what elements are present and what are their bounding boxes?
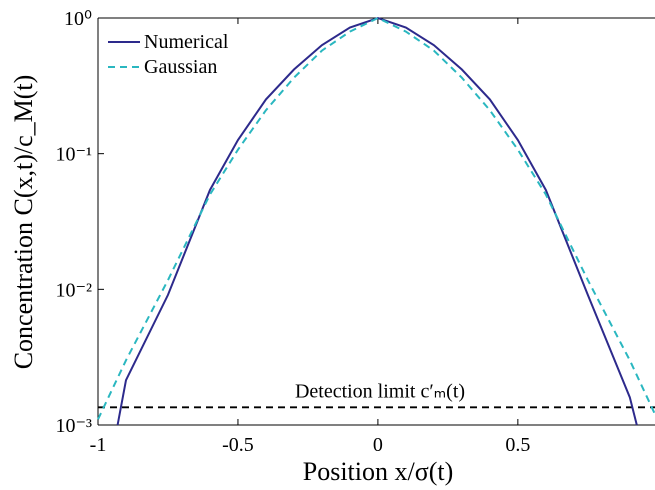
y-tick-label: 10⁰ [64, 8, 92, 30]
legend-label: Gaussian [144, 56, 217, 78]
x-tick-label: -0.5 [222, 434, 254, 456]
legend-label: Numerical [144, 31, 229, 53]
x-axis-label: Position x/σ(t) [303, 457, 454, 486]
y-tick-label: 10⁻¹ [55, 144, 92, 166]
y-tick-label: 10⁻² [55, 279, 92, 301]
y-tick-label: 10⁻³ [55, 415, 92, 437]
x-tick-label: 0.5 [505, 434, 530, 456]
annotation: Detection limit c′ₘ(t) [295, 380, 465, 402]
x-tick-label: -1 [90, 434, 107, 456]
x-tick-label: 0 [373, 434, 383, 456]
series-line [97, 16, 655, 420]
y-axis-label: Concentration C(x,t)/c_M(t) [9, 75, 38, 370]
series-line [116, 16, 638, 426]
